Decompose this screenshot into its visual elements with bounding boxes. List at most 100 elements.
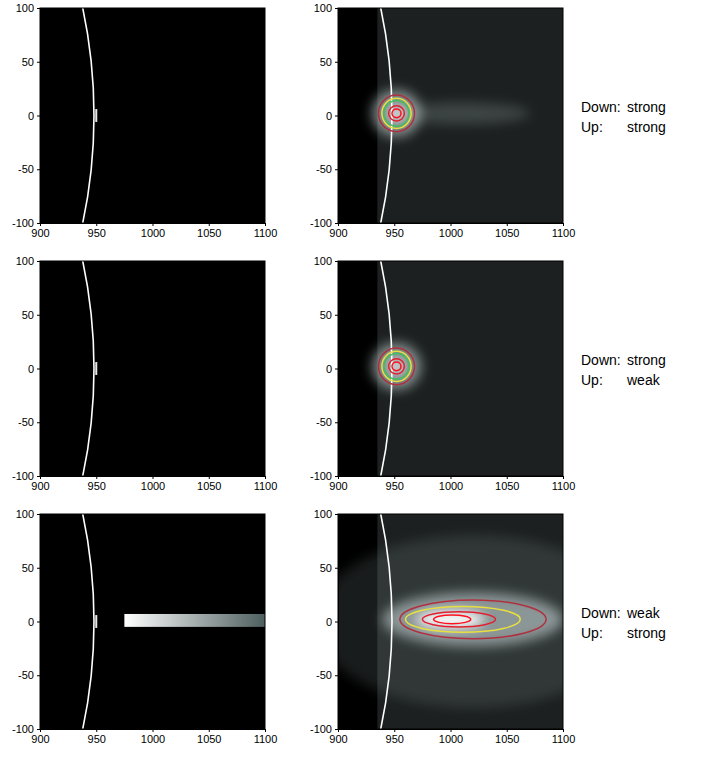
tick-label: 900 bbox=[329, 733, 347, 745]
contour bbox=[422, 612, 495, 627]
tick: 1050 bbox=[495, 476, 519, 492]
tick-mark bbox=[37, 729, 40, 730]
tick: 900 bbox=[31, 476, 49, 492]
tick-mark bbox=[37, 116, 40, 117]
tick: 900 bbox=[329, 223, 347, 239]
y-axis: -100-50050100 bbox=[12, 255, 41, 482]
tick: 900 bbox=[329, 476, 347, 492]
tick-label: 950 bbox=[386, 480, 404, 492]
tick: 0 bbox=[28, 363, 40, 375]
tick-mark bbox=[507, 476, 508, 479]
contour bbox=[379, 95, 415, 132]
tick: 100 bbox=[314, 2, 338, 14]
tick-mark bbox=[335, 169, 338, 170]
tick-label: -50 bbox=[316, 163, 332, 175]
source bbox=[95, 362, 97, 375]
tick-label: -50 bbox=[18, 416, 34, 428]
tick: -100 bbox=[12, 723, 40, 735]
tick: 1050 bbox=[495, 223, 519, 239]
contour bbox=[400, 600, 546, 639]
plot-area bbox=[40, 8, 265, 223]
y-axis: -100-50050100 bbox=[310, 255, 339, 482]
tick-label: 1050 bbox=[495, 480, 519, 492]
axis-line bbox=[339, 730, 564, 733]
tick: 1000 bbox=[141, 476, 165, 492]
tick-label: 1000 bbox=[439, 733, 463, 745]
tick: 1100 bbox=[254, 223, 278, 239]
tick-mark bbox=[335, 729, 338, 730]
tick-mark bbox=[37, 622, 40, 623]
tick: 100 bbox=[314, 255, 338, 267]
tick-mark bbox=[335, 514, 338, 515]
tick-mark bbox=[451, 223, 452, 226]
tick-mark bbox=[451, 729, 452, 732]
tick-mark bbox=[153, 476, 154, 479]
tick: 950 bbox=[386, 729, 404, 745]
tick: 1050 bbox=[495, 729, 519, 745]
tick-mark bbox=[37, 8, 40, 9]
tick-mark bbox=[335, 223, 338, 224]
contour bbox=[434, 615, 471, 624]
tick-label: 1050 bbox=[495, 227, 519, 239]
tick-mark bbox=[335, 422, 338, 423]
axis-line bbox=[41, 477, 266, 480]
tick-label: 1050 bbox=[197, 227, 221, 239]
tick: -50 bbox=[18, 416, 40, 428]
annotation-label: Down: bbox=[581, 99, 621, 115]
tick-mark bbox=[394, 476, 395, 479]
axis-line bbox=[37, 262, 41, 477]
tick-label: 50 bbox=[320, 56, 332, 68]
tick-label: 950 bbox=[386, 733, 404, 745]
contour bbox=[389, 106, 405, 121]
tick-label: 1000 bbox=[439, 480, 463, 492]
tick: 100 bbox=[16, 508, 40, 520]
y-axis: -100-50050100 bbox=[310, 508, 339, 735]
glow bbox=[372, 343, 422, 390]
annotation-value: strong bbox=[627, 352, 666, 368]
plot-frame bbox=[338, 514, 563, 729]
tick-label: 1100 bbox=[254, 227, 278, 239]
tick-mark bbox=[37, 169, 40, 170]
tick: 1000 bbox=[439, 223, 463, 239]
tick-label: -100 bbox=[310, 470, 332, 482]
tick-label: 950 bbox=[386, 227, 404, 239]
glow bbox=[372, 90, 422, 137]
tick-mark bbox=[335, 622, 338, 623]
tick: 900 bbox=[31, 223, 49, 239]
tick: 1000 bbox=[439, 476, 463, 492]
tick-label: 0 bbox=[326, 616, 332, 628]
tick-mark bbox=[96, 476, 97, 479]
tick: 50 bbox=[22, 56, 40, 68]
tick: 1100 bbox=[552, 223, 576, 239]
tick: 1000 bbox=[439, 729, 463, 745]
tick-mark bbox=[37, 514, 40, 515]
glow bbox=[383, 592, 563, 646]
tick-mark bbox=[265, 476, 266, 479]
tick-label: 1000 bbox=[141, 480, 165, 492]
contour bbox=[382, 98, 411, 128]
plot-area bbox=[338, 514, 563, 729]
tick-mark bbox=[153, 729, 154, 732]
source bbox=[95, 109, 97, 122]
tick: -50 bbox=[18, 669, 40, 681]
tick: -100 bbox=[12, 470, 40, 482]
tick-mark bbox=[563, 476, 564, 479]
tick: 1100 bbox=[254, 476, 278, 492]
tick-label: -50 bbox=[316, 669, 332, 681]
tick: -50 bbox=[316, 416, 338, 428]
tick: 50 bbox=[320, 562, 338, 574]
tick-mark bbox=[335, 315, 338, 316]
annotation-label: Up: bbox=[581, 625, 603, 641]
tick: 1050 bbox=[197, 729, 221, 745]
tick-label: 950 bbox=[88, 480, 106, 492]
tick: 1000 bbox=[141, 729, 165, 745]
annotation-value: strong bbox=[627, 99, 666, 115]
glow-group bbox=[338, 536, 563, 708]
glow bbox=[417, 611, 485, 628]
axis-line bbox=[335, 9, 339, 224]
tick-mark bbox=[335, 476, 338, 477]
plot-frame bbox=[40, 261, 265, 476]
tick-mark bbox=[37, 315, 40, 316]
annotation-value: weak bbox=[626, 605, 661, 621]
tick: -100 bbox=[310, 470, 338, 482]
